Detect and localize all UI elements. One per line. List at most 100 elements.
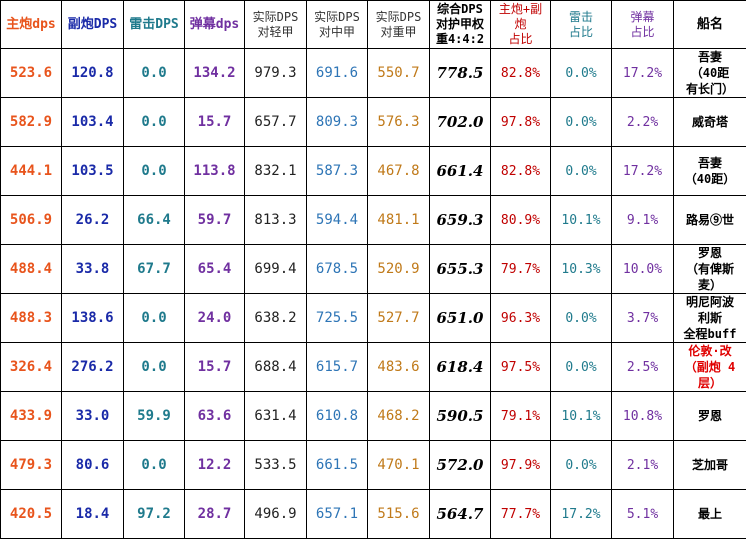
- cell-composite: 590.5: [429, 391, 491, 441]
- cell-torpedo-dps: 67.7: [123, 244, 185, 294]
- cell-secondary-dps: 26.2: [61, 195, 124, 245]
- cell-torpedo-ratio: 0.0%: [550, 48, 612, 98]
- cell-barrage-dps: 134.2: [184, 48, 245, 98]
- cell-vs-heavy: 468.2: [367, 391, 430, 441]
- cell-barrage-dps: 59.7: [184, 195, 245, 245]
- cell-main-sec-ratio: 82.8%: [490, 48, 551, 98]
- header-composite-line1: 综合DPS: [437, 2, 483, 16]
- cell-torpedo-ratio: 17.2%: [550, 489, 612, 539]
- cell-ship-name: 罗恩 （有俾斯 麦）: [673, 244, 746, 294]
- cell-main-dps: 479.3: [0, 440, 62, 490]
- table-row: 488.4 33.8 67.7 65.4 699.4 678.5 520.9 655.3 79.…: [0, 244, 746, 294]
- cell-barrage-dps: 12.2: [184, 440, 245, 490]
- cell-barrage-ratio: 3.7%: [611, 293, 674, 343]
- table-row: 326.4 276.2 0.0 15.7 688.4 615.7 483.6 618.4 97.…: [0, 342, 746, 392]
- cell-vs-heavy: 527.7: [367, 293, 430, 343]
- cell-vs-medium: 661.5: [306, 440, 368, 490]
- table-row: 479.3 80.6 0.0 12.2 533.5 661.5 470.1 572.0 97.9…: [0, 440, 746, 490]
- cell-ship-name: 最上: [673, 489, 746, 539]
- cell-vs-medium: 809.3: [306, 97, 368, 147]
- cell-vs-heavy: 470.1: [367, 440, 430, 490]
- cell-ship-name: 吾妻 （40距 有长门）: [673, 48, 746, 98]
- cell-barrage-ratio: 10.8%: [611, 391, 674, 441]
- cell-ship-name: 明尼阿波 利斯 全程buff: [673, 293, 746, 343]
- cell-main-sec-ratio: 96.3%: [490, 293, 551, 343]
- cell-secondary-dps: 103.5: [61, 146, 124, 196]
- cell-barrage-dps: 24.0: [184, 293, 245, 343]
- header-barrage-ratio-line2: 占比: [630, 24, 655, 39]
- cell-secondary-dps: 103.4: [61, 97, 124, 147]
- cell-vs-medium: 610.8: [306, 391, 368, 441]
- cell-main-sec-ratio: 80.9%: [490, 195, 551, 245]
- cell-vs-medium: 678.5: [306, 244, 368, 294]
- cell-secondary-dps: 33.0: [61, 391, 124, 441]
- cell-composite: 655.3: [429, 244, 491, 294]
- cell-barrage-ratio: 2.5%: [611, 342, 674, 392]
- header-vs-heavy-line1: 实际DPS: [375, 9, 422, 24]
- header-vs-heavy-line2: 对重甲: [380, 24, 417, 39]
- cell-vs-light: 631.4: [244, 391, 307, 441]
- header-vs-light-line2: 对轻甲: [257, 24, 294, 39]
- header-vs-light: 实际DPS 对轻甲: [244, 0, 307, 49]
- header-main-sec-ratio-line2: 炮: [514, 17, 527, 31]
- header-ship-name: 船名: [673, 0, 746, 49]
- cell-vs-light: 979.3: [244, 48, 307, 98]
- cell-vs-medium: 691.6: [306, 48, 368, 98]
- cell-vs-heavy: 515.6: [367, 489, 430, 539]
- cell-main-sec-ratio: 97.5%: [490, 342, 551, 392]
- cell-barrage-ratio: 17.2%: [611, 48, 674, 98]
- header-barrage-ratio-line1: 弹幕: [630, 9, 655, 24]
- header-torpedo-ratio-line2: 占比: [568, 24, 593, 39]
- cell-barrage-dps: 28.7: [184, 489, 245, 539]
- cell-main-sec-ratio: 97.9%: [490, 440, 551, 490]
- table-row: 506.9 26.2 66.4 59.7 813.3 594.4 481.1 659.3 80.…: [0, 195, 746, 245]
- cell-torpedo-dps: 97.2: [123, 489, 185, 539]
- cell-vs-light: 533.5: [244, 440, 307, 490]
- table-row: 433.9 33.0 59.9 63.6 631.4 610.8 468.2 590.5 79.…: [0, 391, 746, 441]
- cell-torpedo-dps: 0.0: [123, 97, 185, 147]
- cell-main-sec-ratio: 79.7%: [490, 244, 551, 294]
- cell-composite: 564.7: [429, 489, 491, 539]
- cell-torpedo-dps: 0.0: [123, 342, 185, 392]
- cell-composite: 659.3: [429, 195, 491, 245]
- cell-vs-heavy: 481.1: [367, 195, 430, 245]
- cell-vs-light: 657.7: [244, 97, 307, 147]
- cell-main-dps: 420.5: [0, 489, 62, 539]
- header-barrage-dps: 弹幕dps: [184, 0, 245, 49]
- header-main-sec-ratio-line3: 占比: [508, 32, 533, 46]
- cell-vs-heavy: 550.7: [367, 48, 430, 98]
- cell-torpedo-dps: 0.0: [123, 440, 185, 490]
- header-main-sec-ratio: 主炮+副 炮 占比: [490, 0, 551, 49]
- cell-vs-light: 496.9: [244, 489, 307, 539]
- header-vs-light-line1: 实际DPS: [252, 9, 299, 24]
- header-composite: 综合DPS 对护甲权 重4:4:2: [429, 0, 491, 49]
- table-row: 523.6 120.8 0.0 134.2 979.3 691.6 550.7 778.5 82…: [0, 48, 746, 98]
- header-torpedo-dps: 雷击DPS: [123, 0, 185, 49]
- cell-main-sec-ratio: 79.1%: [490, 391, 551, 441]
- header-main-sec-ratio-line1: 主炮+副: [498, 2, 543, 16]
- cell-vs-light: 688.4: [244, 342, 307, 392]
- cell-vs-light: 638.2: [244, 293, 307, 343]
- cell-ship-name: 路易⑨世: [673, 195, 746, 245]
- cell-vs-medium: 615.7: [306, 342, 368, 392]
- cell-torpedo-dps: 0.0: [123, 293, 185, 343]
- cell-composite: 618.4: [429, 342, 491, 392]
- cell-vs-heavy: 576.3: [367, 97, 430, 147]
- cell-main-dps: 444.1: [0, 146, 62, 196]
- cell-main-dps: 506.9: [0, 195, 62, 245]
- header-main-dps: 主炮dps: [0, 0, 62, 49]
- header-vs-medium-line2: 对中甲: [318, 24, 355, 39]
- cell-torpedo-ratio: 0.0%: [550, 293, 612, 343]
- cell-secondary-dps: 138.6: [61, 293, 124, 343]
- cell-torpedo-ratio: 0.0%: [550, 97, 612, 147]
- cell-vs-heavy: 467.8: [367, 146, 430, 196]
- cell-barrage-dps: 15.7: [184, 97, 245, 147]
- header-torpedo-ratio-line1: 雷击: [568, 9, 593, 24]
- cell-barrage-ratio: 2.2%: [611, 97, 674, 147]
- cell-composite: 651.0: [429, 293, 491, 343]
- cell-secondary-dps: 80.6: [61, 440, 124, 490]
- cell-torpedo-dps: 0.0: [123, 146, 185, 196]
- header-vs-medium: 实际DPS 对中甲: [306, 0, 368, 49]
- cell-composite: 661.4: [429, 146, 491, 196]
